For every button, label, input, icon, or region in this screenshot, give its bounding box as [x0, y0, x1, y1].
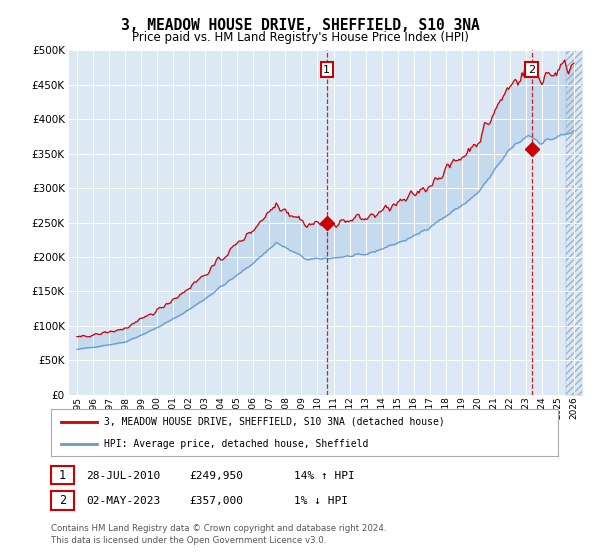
Text: £357,000: £357,000	[189, 496, 243, 506]
Text: 2: 2	[528, 65, 535, 74]
Text: 1: 1	[323, 65, 330, 74]
Text: 3, MEADOW HOUSE DRIVE, SHEFFIELD, S10 3NA (detached house): 3, MEADOW HOUSE DRIVE, SHEFFIELD, S10 3N…	[104, 417, 445, 427]
Text: 2: 2	[59, 494, 66, 507]
Text: 02-MAY-2023: 02-MAY-2023	[86, 496, 160, 506]
Text: HPI: Average price, detached house, Sheffield: HPI: Average price, detached house, Shef…	[104, 438, 368, 449]
Text: 3, MEADOW HOUSE DRIVE, SHEFFIELD, S10 3NA: 3, MEADOW HOUSE DRIVE, SHEFFIELD, S10 3N…	[121, 18, 479, 33]
Text: 1% ↓ HPI: 1% ↓ HPI	[294, 496, 348, 506]
Text: 1: 1	[59, 469, 66, 482]
Text: 14% ↑ HPI: 14% ↑ HPI	[294, 471, 355, 481]
Text: £249,950: £249,950	[189, 471, 243, 481]
Text: Contains HM Land Registry data © Crown copyright and database right 2024.: Contains HM Land Registry data © Crown c…	[51, 524, 386, 533]
Text: 28-JUL-2010: 28-JUL-2010	[86, 471, 160, 481]
Text: Price paid vs. HM Land Registry's House Price Index (HPI): Price paid vs. HM Land Registry's House …	[131, 31, 469, 44]
Text: This data is licensed under the Open Government Licence v3.0.: This data is licensed under the Open Gov…	[51, 536, 326, 545]
